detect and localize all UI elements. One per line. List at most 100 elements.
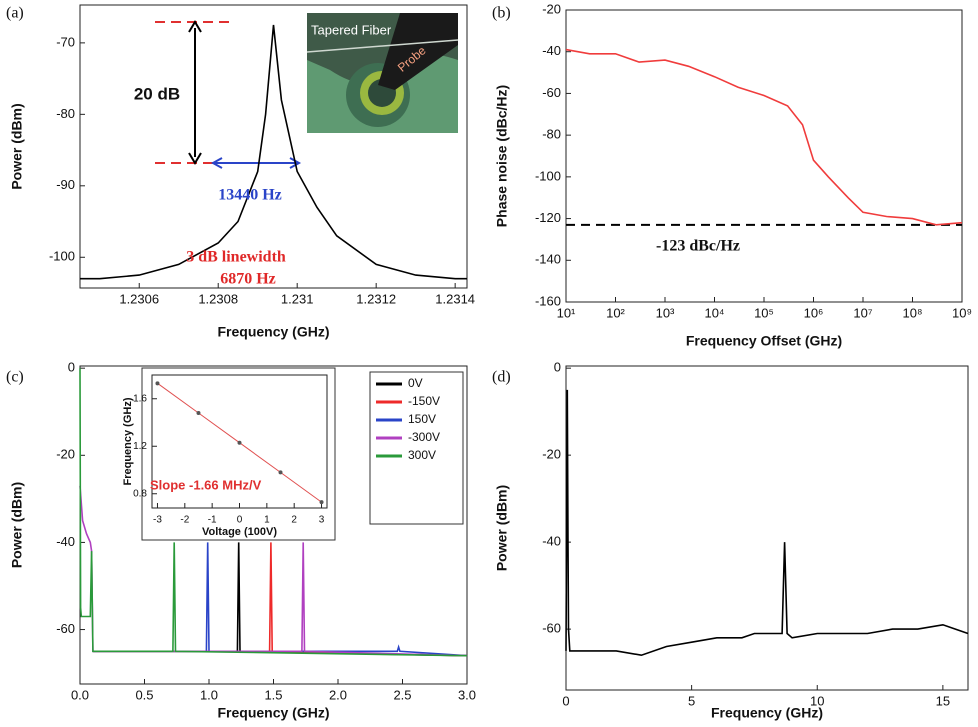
panel-label: (d)	[492, 369, 511, 386]
series-line	[565, 48, 963, 226]
y-tick-label: 1.2	[133, 441, 147, 452]
x-tick-label: 1.2306	[119, 291, 159, 306]
y-axis-label: Frequency (GHz)	[122, 397, 134, 485]
y-tick-label: -140	[535, 252, 561, 267]
x-tick-label: 2.5	[393, 687, 411, 702]
annotation: 20 dB	[134, 84, 180, 103]
marker	[237, 440, 242, 445]
legend-label: -150V	[408, 394, 440, 408]
x-axis-label: Frequency (GHz)	[217, 705, 329, 721]
plot-frame	[79, 4, 468, 289]
annotation: 6870 Hz	[220, 271, 276, 288]
x-axis-label: Voltage (100V)	[202, 526, 277, 538]
y-tick-label: -160	[535, 293, 561, 308]
legend-label: 300V	[408, 448, 436, 462]
x-axis-label: Frequency (GHz)	[217, 324, 329, 340]
legend-label: 150V	[408, 412, 436, 426]
x-tick-label: 10	[810, 693, 824, 708]
annotation: 13440 Hz	[218, 187, 282, 204]
x-tick-label: -2	[180, 515, 189, 526]
reference-label: -123 dBc/Hz	[656, 238, 740, 255]
y-tick-label: -100	[535, 168, 561, 183]
x-tick-label: 1.231	[281, 291, 314, 306]
y-axis-label: Phase noise (dBc/Hz)	[494, 85, 510, 227]
y-tick-label: -40	[542, 534, 561, 549]
x-tick-label: -3	[153, 515, 162, 526]
y-tick-label: -90	[56, 177, 75, 192]
annotation: 3 dB linewidth	[186, 249, 286, 266]
y-tick-label: -70	[56, 34, 75, 49]
x-tick-label: 1.2308	[198, 291, 238, 306]
x-tick-label: 5	[688, 693, 695, 708]
series-line	[565, 389, 969, 657]
x-tick-label: 10¹	[557, 305, 576, 320]
legend-label: 0V	[408, 376, 423, 390]
x-tick-label: 10⁵	[754, 305, 774, 320]
marker	[155, 381, 160, 386]
x-tick-label: 10⁶	[804, 305, 824, 320]
x-tick-label: 15	[936, 693, 950, 708]
y-tick-label: -20	[56, 447, 75, 462]
legend-label: -300V	[408, 430, 440, 444]
y-tick-label: -60	[542, 85, 561, 100]
y-tick-label: -60	[56, 621, 75, 636]
plot-frame	[565, 365, 969, 691]
x-tick-label: 2.0	[329, 687, 347, 702]
marker	[319, 500, 324, 505]
annotation: Slope -1.66 MHz/V	[150, 477, 262, 492]
y-tick-label: 0	[68, 360, 75, 375]
y-axis-label: Power (dBm)	[494, 485, 510, 571]
x-axis-label: Frequency (GHz)	[711, 705, 823, 721]
series-line	[92, 542, 468, 657]
y-tick-label: -20	[542, 1, 561, 16]
x-tick-label: 1.2312	[356, 291, 396, 306]
x-tick-label: 1.0	[200, 687, 218, 702]
x-tick-label: 3	[319, 515, 325, 526]
y-tick-label: -60	[542, 621, 561, 636]
x-axis-label: Frequency Offset (GHz)	[686, 333, 842, 349]
y-tick-label: -80	[542, 127, 561, 142]
legend-frame	[369, 371, 464, 525]
y-axis-label: Power (dBm)	[9, 103, 25, 189]
marker	[278, 470, 283, 475]
x-tick-label: 1	[264, 515, 270, 526]
x-tick-label: 10²	[606, 305, 625, 320]
x-tick-label: 3.0	[458, 687, 476, 702]
y-tick-label: -40	[542, 43, 561, 58]
series-line	[92, 542, 468, 657]
x-tick-label: 0	[237, 515, 243, 526]
y-tick-label: -20	[542, 447, 561, 462]
x-tick-label: 1.2314	[435, 291, 475, 306]
panel-label: (b)	[492, 5, 511, 22]
inset-text: Tapered Fiber	[311, 22, 392, 37]
x-tick-label: 10⁴	[704, 305, 724, 320]
x-tick-label: 2	[291, 515, 297, 526]
inset-frame	[141, 367, 336, 541]
x-tick-label: -1	[208, 515, 217, 526]
series-line	[80, 24, 467, 280]
y-tick-label: -100	[49, 249, 75, 264]
marker	[196, 411, 201, 415]
x-tick-label: 10⁹	[952, 305, 972, 320]
series-line	[92, 542, 468, 657]
panel-label: (a)	[6, 5, 24, 22]
inset-photo	[306, 13, 459, 133]
x-tick-label: 10³	[656, 305, 675, 320]
series-line	[79, 368, 468, 657]
x-tick-label: 0	[562, 693, 569, 708]
y-tick-label: -80	[56, 106, 75, 121]
panel-label: (c)	[6, 369, 24, 386]
y-tick-label: 1.6	[133, 393, 147, 404]
plot-frame	[565, 9, 963, 303]
x-tick-label: 0.5	[135, 687, 153, 702]
x-tick-label: 10⁷	[853, 305, 872, 320]
x-tick-label: 10⁸	[903, 305, 923, 320]
x-tick-label: 0.0	[71, 687, 89, 702]
y-tick-label: -40	[56, 534, 75, 549]
x-tick-label: 1.5	[264, 687, 282, 702]
y-axis-label: Power (dBm)	[9, 482, 25, 568]
y-tick-label: -120	[535, 210, 561, 225]
y-tick-label: 0.8	[133, 488, 147, 499]
